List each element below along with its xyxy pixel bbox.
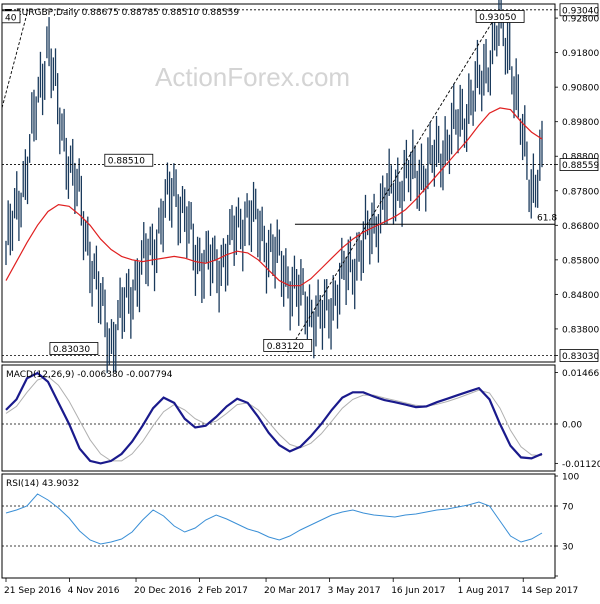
price-annotation-label: 40 (5, 13, 17, 23)
x-axis-label: 2 Feb 2017 (198, 586, 248, 596)
macd-axis-label: 0.00 (562, 420, 582, 430)
symbol-info: EURGBP,Daily 0.88675 0.88785 0.88510 0.8… (16, 8, 239, 18)
rsi-pane (1, 473, 556, 579)
price-axis-label: 0.89800 (562, 118, 599, 128)
rsi-axis-label: 100 (562, 473, 579, 483)
rsi-axis-label: 30 (562, 543, 574, 553)
price-axis-label: 0.85800 (562, 256, 599, 266)
moving-average-line (5, 107, 543, 287)
x-axis-label: 3 May 2017 (328, 586, 381, 596)
macd-legend: MACD(12,26,9) -0.006380 -0.007794 (6, 370, 173, 380)
x-axis-label: 1 Aug 2017 (458, 586, 510, 596)
price-axis-label: 0.91800 (562, 49, 599, 59)
fib-label: 61.8 (537, 213, 557, 223)
price-annotation-label: 0.83120 (267, 342, 304, 352)
macd-axis-label: -0.011202 (562, 460, 600, 470)
price-layer: 61.8 0.93050 0.88510 0.83030 0.83120 40 0.9304… (1, 0, 599, 374)
macd-axis-label: 0.014661 (562, 369, 600, 379)
price-axis-box (559, 349, 599, 362)
price-axis-label: 0.86800 (562, 222, 599, 232)
price-axis-label: 0.83800 (562, 325, 599, 335)
x-axis: 21 Sep 2016 4 Nov 2016 20 Dec 2016 2 Feb 20… (4, 578, 578, 596)
price-pane (1, 3, 556, 363)
price-axis-box (559, 3, 599, 17)
price-annotation-label: 0.93050 (479, 13, 516, 23)
price-annotation-label: 0.88510 (108, 157, 145, 167)
trend-line-left (1, 9, 29, 108)
x-axis-label: 20 Dec 2016 (134, 586, 192, 596)
x-axis-label: 4 Nov 2016 (68, 586, 120, 596)
price-axis-box (559, 158, 599, 171)
price-axis-label: 0.90800 (562, 84, 599, 94)
price-annotation-box (104, 153, 154, 167)
price-annotation-label: 0.83030 (53, 345, 90, 355)
rsi-layer: RSI(14) 43.9032 100 70 30 (2, 473, 579, 577)
macd-signal-line (5, 375, 543, 462)
x-axis-label: 14 Sep 2017 (521, 586, 578, 596)
x-axis-label: 16 Jun 2017 (391, 586, 445, 596)
price-axis-label: 0.92800 (562, 15, 599, 25)
macd-layer: MACD(12,26,9) -0.006380 -0.007794 0.01466… (2, 369, 600, 470)
watermark: ActionForex.com (155, 62, 350, 92)
price-axis-label: 0.87800 (562, 187, 599, 197)
x-axis-label: 20 Mar 2017 (264, 586, 321, 596)
price-axis-label: 0.88559 (562, 161, 599, 171)
rsi-legend: RSI(14) 43.9032 (6, 479, 79, 489)
rsi-axis-label: 70 (562, 503, 574, 513)
x-axis-label: 21 Sep 2016 (4, 586, 61, 596)
macd-pane (1, 364, 556, 472)
price-axis-label: 0.88800 (562, 153, 599, 163)
price-annotation-box (1, 10, 21, 24)
price-axis-label: 0.83030 (562, 352, 599, 362)
price-axis-label: 0.84800 (562, 291, 599, 301)
rsi-line (5, 493, 543, 545)
macd-line (5, 371, 543, 465)
price-annotation-box (475, 10, 525, 23)
trend-line (287, 9, 501, 353)
price-annotation-box (49, 342, 99, 355)
price-axis-label: 0.93040 (562, 6, 599, 16)
price-annotation-box (263, 339, 313, 352)
